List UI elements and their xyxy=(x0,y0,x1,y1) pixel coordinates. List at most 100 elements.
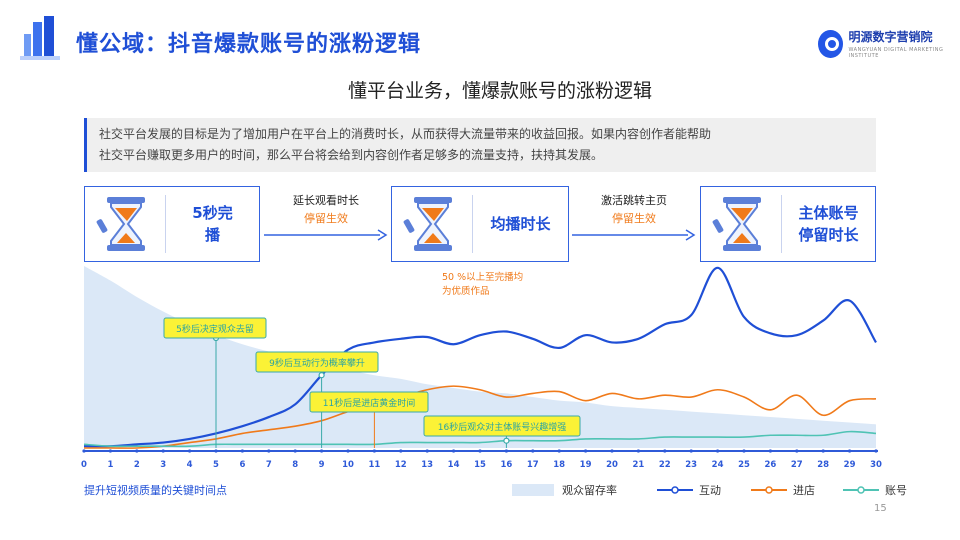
x-axis-dot xyxy=(452,449,456,453)
x-axis-dot xyxy=(135,449,139,453)
page-number: 15 xyxy=(874,503,887,514)
annotation-dot xyxy=(318,372,325,379)
description-line-1: 社交平台发展的目标是为了增加用户在平台上的消费时长，从而获得大流量带来的收益回报… xyxy=(99,127,712,141)
hourglass-icon xyxy=(403,197,452,251)
section-subtitle: 懂平台业务，懂爆款账号的涨粉逻辑 xyxy=(347,80,652,102)
x-axis-dot xyxy=(636,449,641,453)
chart-footer-label: 提升短视频质量的关键时间点 xyxy=(84,484,227,497)
legend-swatch-store xyxy=(751,486,787,494)
hourglass-icon xyxy=(712,197,761,251)
x-tick-label: 5 xyxy=(213,460,219,470)
x-tick-label: 24 xyxy=(712,460,724,470)
x-axis-dot xyxy=(293,449,297,453)
x-tick-label: 29 xyxy=(844,460,856,470)
annotation-text: 16秒后观众对主体账号兴趣增强 xyxy=(438,421,566,433)
quality-note-text: 为优质作品 xyxy=(442,285,490,297)
hourglass-icon xyxy=(96,197,145,251)
series-area-retention xyxy=(84,266,876,448)
brand-logo: 明源数字营销院 WANGYUAN DIGITAL MARKETING INSTI… xyxy=(818,28,960,59)
description-line-2: 社交平台赚取更多用户的时间，那么平台将会给到内容创作者足够多的流量支持，扶持其发… xyxy=(99,148,604,162)
legend-swatch-account xyxy=(843,486,879,494)
legend-swatch-interact xyxy=(657,486,693,494)
x-tick-label: 7 xyxy=(266,460,272,470)
brand-icon xyxy=(818,29,843,58)
x-tick-label: 1 xyxy=(107,460,113,470)
x-tick-label: 28 xyxy=(817,460,829,470)
x-axis-dot xyxy=(848,449,852,453)
x-tick-label: 17 xyxy=(527,460,539,470)
x-axis-dot xyxy=(531,449,535,453)
step-box-1: 5秒完 播 xyxy=(84,186,260,262)
x-tick-label: 12 xyxy=(395,460,407,470)
x-tick-label: 30 xyxy=(870,460,882,470)
x-axis-dot xyxy=(399,449,403,453)
x-tick-label: 0 xyxy=(81,460,87,470)
x-axis-dot xyxy=(82,449,86,453)
page-title: 懂公域：抖音爆款账号的涨粉逻辑 xyxy=(76,32,422,57)
x-axis-dot xyxy=(742,449,746,453)
x-tick-label: 16 xyxy=(500,460,512,470)
x-tick-label: 18 xyxy=(553,460,565,470)
x-axis-dot xyxy=(346,449,350,453)
arrow-label-1: 延长观看时长 停留生效 xyxy=(293,194,359,225)
annotation-callout xyxy=(309,391,429,413)
legend-label-store: 进店 xyxy=(793,484,815,497)
annotation-callout xyxy=(163,317,267,339)
x-tick-label: 25 xyxy=(738,460,750,470)
legend-label-interact: 互动 xyxy=(699,484,721,497)
x-axis-dot xyxy=(768,449,773,453)
step-label-1: 5秒完 播 xyxy=(192,204,233,244)
x-axis-dot xyxy=(214,449,218,453)
x-axis-dot xyxy=(716,449,720,453)
x-tick-label: 8 xyxy=(292,460,298,470)
legend-swatch-area xyxy=(512,484,554,496)
x-axis-dot xyxy=(320,449,324,453)
x-axis-dot xyxy=(372,449,376,453)
step-label-2: 均播时长 xyxy=(490,215,551,233)
arrow-right-icon xyxy=(572,229,696,241)
x-tick-label: 23 xyxy=(685,460,697,470)
description-box: 社交平台发展的目标是为了增加用户在平台上的消费时长，从而获得大流量带来的收益回报… xyxy=(84,118,876,172)
x-axis-dot xyxy=(689,449,693,453)
brand-subtitle: WANGYUAN DIGITAL MARKETING INSTITUTE xyxy=(848,47,944,59)
x-axis-dot xyxy=(821,449,825,453)
arrow-right-icon xyxy=(264,229,388,241)
x-axis-dot xyxy=(610,449,614,453)
x-tick-label: 6 xyxy=(239,460,245,470)
x-axis-dot xyxy=(108,449,112,453)
step-box-3: 主体账号 停留时长 xyxy=(700,186,876,262)
x-tick-label: 2 xyxy=(134,460,140,470)
annotation-text: 5秒后决定观众去留 xyxy=(176,323,254,335)
annotation-dot xyxy=(503,437,510,444)
step-label-3: 主体账号 停留时长 xyxy=(798,204,859,244)
x-tick-label: 13 xyxy=(421,460,433,470)
x-tick-label: 11 xyxy=(368,460,380,470)
x-tick-label: 4 xyxy=(187,460,193,470)
annotation-callout xyxy=(423,415,581,437)
x-axis-dot xyxy=(425,449,429,453)
x-axis-dot xyxy=(161,449,165,453)
arrow-label-2: 激活跳转主页 停留生效 xyxy=(601,194,667,225)
x-axis-dot xyxy=(663,449,667,453)
x-axis-dot xyxy=(557,449,561,453)
x-tick-label: 3 xyxy=(160,460,166,470)
x-tick-label: 15 xyxy=(474,460,486,470)
x-axis-dot xyxy=(504,449,508,453)
annotation-text: 11秒后是进店黄金时间 xyxy=(323,397,415,409)
x-axis-dot xyxy=(240,449,244,453)
legend-label-retention: 观众留存率 xyxy=(562,484,617,497)
legend: 观众留存率 互动 进店 账号 xyxy=(512,482,907,498)
quality-note-text: 50 %以上至完播均 xyxy=(442,271,523,283)
x-tick-label: 26 xyxy=(764,460,776,470)
x-axis-dot xyxy=(478,449,482,453)
brand-name: 明源数字营销院 xyxy=(848,30,933,44)
x-tick-label: 9 xyxy=(319,460,325,470)
annotation-callout xyxy=(255,351,379,373)
x-tick-label: 22 xyxy=(659,460,671,470)
step-box-2: 均播时长 xyxy=(391,186,569,262)
x-tick-label: 10 xyxy=(342,460,354,470)
x-tick-label: 14 xyxy=(448,460,460,470)
logo-icon xyxy=(20,16,60,60)
x-axis-dot xyxy=(267,449,271,453)
